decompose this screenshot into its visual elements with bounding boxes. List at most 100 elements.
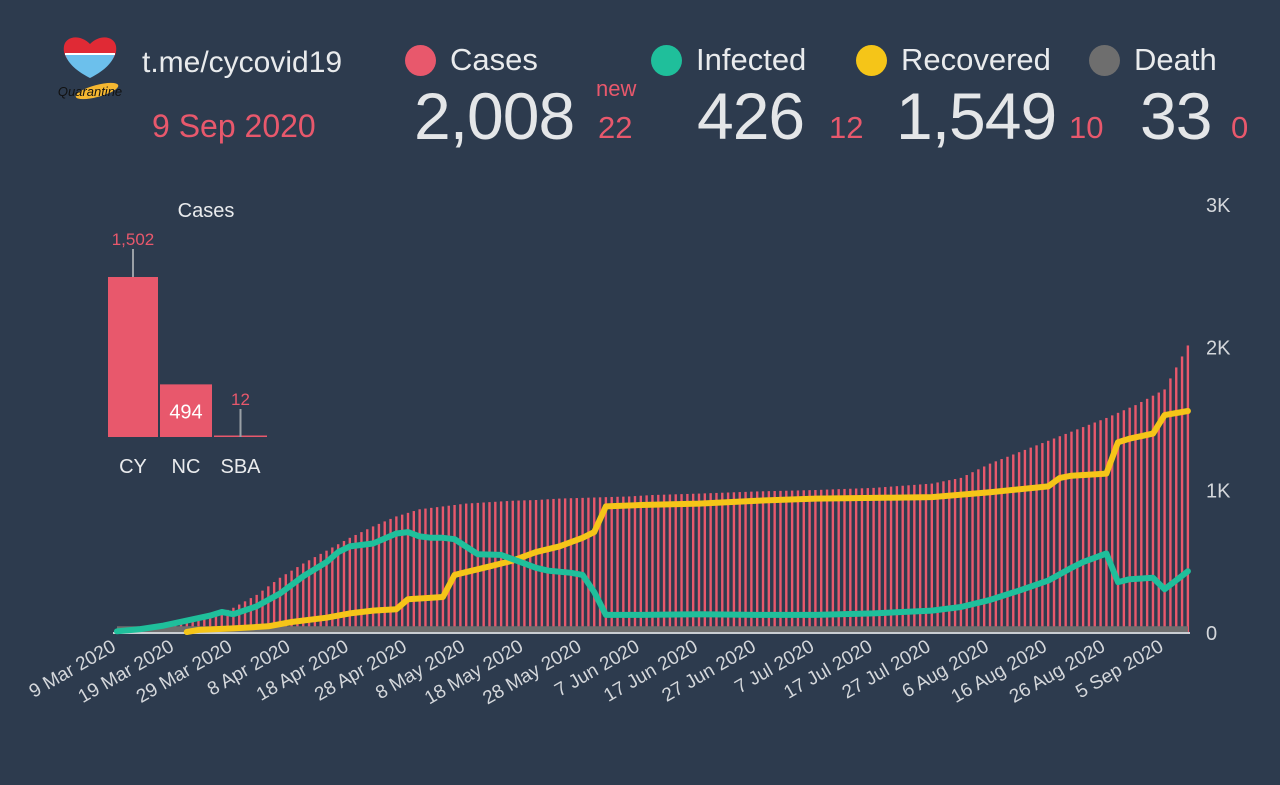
cases-bar [465,503,468,632]
cases-bar [1064,433,1067,632]
cases-bar [1134,405,1137,632]
cases-bar [558,498,561,632]
cases-bar [837,489,840,632]
cases-bar [214,614,218,632]
cases-bar [1006,456,1009,632]
cases-bar [645,495,648,632]
cases-bar [412,511,416,632]
legend-death-label: Death [1134,42,1217,77]
recovered-total: 1,549 [896,79,1057,153]
quarantine-logo: Quarantine [52,28,128,104]
cases-bar [377,523,381,632]
cases-bar [389,518,392,632]
cases-bar [662,494,666,632]
cases-bar [284,574,287,632]
cases-bar [901,485,904,632]
cases-bar [1099,420,1102,632]
cases-bar [1093,422,1096,632]
cases-bar [1058,436,1062,632]
cases-new: 22 [598,110,633,145]
cases-bar [907,485,910,632]
cases-bar [1180,356,1184,632]
cases-bar [325,550,328,632]
series-lines [114,408,1191,635]
cases-bar [302,563,305,632]
cases-bar [790,490,794,632]
cases-bar [674,494,677,632]
cases-bar [831,489,835,632]
cases-bar [546,499,549,632]
cases-bar [593,497,596,632]
y-axis-ticks: 0 1K 2K 3K [1206,195,1231,645]
cases-bar [563,498,567,632]
cases-bar [697,493,701,632]
cases-bar [610,496,613,632]
region-value-label: 494 [169,402,202,424]
cases-bar [255,594,258,632]
cases-bar [424,508,427,632]
cases-bar [435,507,439,632]
cases-bar [668,494,672,632]
cases-bar [319,553,322,632]
cases-bar [1111,415,1114,632]
death-area-shape [117,626,1188,632]
cases-bar [1052,438,1056,632]
cases-bar [430,507,433,632]
legend-cases: Cases [405,42,538,78]
cases-bar [1105,417,1108,632]
cases-bar [965,475,968,632]
y-tick-label: 0 [1206,623,1217,645]
cases-bar [406,512,410,632]
infected-dot-icon [651,44,682,76]
cases-bar [959,477,963,632]
cases-bar [278,577,282,632]
cases-bar [1041,443,1044,632]
cases-bar [1163,389,1166,632]
cases-bar [814,490,817,632]
cases-bar [680,494,683,632]
cases-bar [686,493,689,632]
cases-bar [400,514,404,632]
cases-bar [948,480,951,632]
cases-bar [575,498,578,632]
cases-bar [366,529,369,632]
cases-bar [1035,445,1038,632]
cases-bar [569,498,573,632]
cases-bar [1128,407,1131,632]
cases-bar [703,493,707,632]
site-link[interactable]: t.me/cycovid19 [142,46,343,79]
cases-bar [267,586,270,632]
cases-bar [849,488,852,632]
cases-bar [197,619,200,632]
cases-bar [395,516,398,632]
cases-bar [220,612,223,632]
cases-bar [942,481,945,632]
cases-bar [750,491,753,632]
cases-bar [1087,424,1091,632]
cases-bar [977,469,980,632]
cases-bar [796,490,800,632]
death-dot-icon [1089,44,1120,76]
cases-bar [691,493,695,632]
cases-bar [383,521,386,632]
legend-infected: Infected [651,42,806,78]
cases-bar [994,461,998,632]
cases-bar [336,544,340,632]
cases-bar [808,490,811,632]
cases-bar [1000,459,1003,632]
cases-bar [208,616,212,632]
cases-bar [307,560,311,632]
region-bar [160,384,212,437]
cases-bar [1081,427,1085,632]
cases-bar [913,484,916,632]
cases-bar [825,489,829,632]
cases-bar [552,498,555,632]
cases-bar [598,497,602,632]
cases-bar [726,492,730,632]
cases-bar [581,497,584,632]
cases-bar [1122,410,1126,632]
cases-bar [1070,431,1073,632]
cases-bar [1186,345,1190,632]
cases-bar [738,492,741,632]
